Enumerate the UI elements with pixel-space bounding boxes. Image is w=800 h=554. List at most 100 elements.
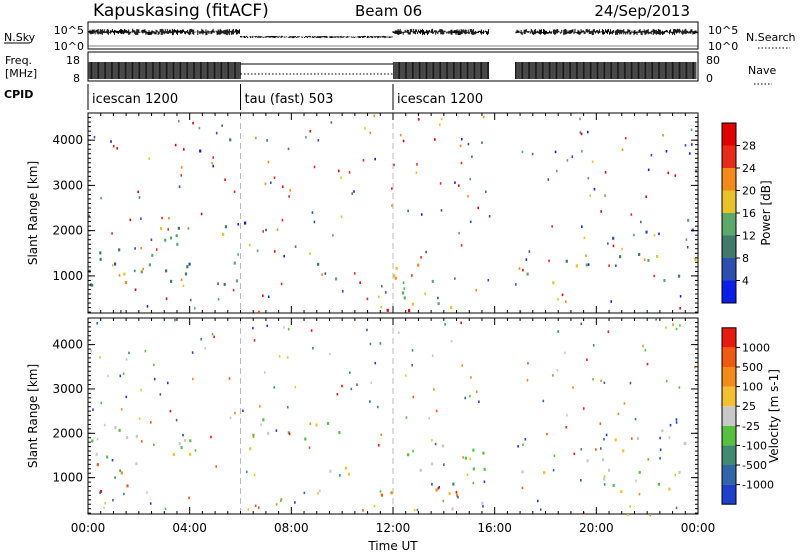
data-cell [125,395,128,399]
data-cell [178,119,180,123]
data-cell [693,365,696,369]
data-cell [603,475,606,478]
data-cell [247,508,250,511]
data-cell [104,501,107,505]
data-cell [592,344,595,347]
data-cell [605,433,608,437]
noise-left-tick-bottom: 10^0 [54,40,84,53]
data-cell [552,374,554,377]
data-cell [402,281,405,284]
data-cell [675,506,678,510]
data-cell [603,437,605,441]
data-cell [638,492,641,496]
data-cell [475,390,478,393]
data-cell [675,327,678,331]
data-cell [646,362,649,366]
data-cell [180,278,183,282]
data-cell [483,480,486,484]
data-cell [138,196,141,199]
data-cell [257,506,260,509]
data-cell [686,246,689,249]
data-cell [643,258,646,261]
velocity-panel-frame [87,317,699,515]
data-cell [379,342,382,345]
data-cell [174,318,176,322]
data-cell [599,422,602,425]
data-cell [460,137,463,141]
data-cell [126,484,129,488]
data-cell [552,281,555,285]
data-cell [175,234,178,238]
data-cell [690,128,693,132]
data-cell [164,238,167,242]
data-cell [633,233,635,237]
data-cell [526,379,529,382]
freq-left-label: Freq. [5,54,32,67]
data-cell [317,139,320,142]
velocity-cpid-guides [240,318,394,514]
data-cell [407,209,409,213]
data-cell [593,187,596,191]
colorbar-swatch [722,190,736,213]
data-cell [217,282,219,285]
data-cell [564,300,567,303]
data-cell [332,234,334,237]
colorbar-swatch [722,258,736,281]
data-cell [369,342,372,346]
data-cell [482,451,485,455]
data-cell [266,139,268,142]
data-cell [264,182,267,185]
data-cell [472,467,475,471]
data-cell [344,466,348,470]
data-cell [353,190,355,193]
data-cell [319,489,321,493]
data-cell [348,171,351,174]
data-cell [566,413,568,417]
data-cell [442,499,445,503]
data-cell [146,305,149,308]
data-cell [110,140,112,143]
data-cell [565,259,568,263]
data-cell [431,483,433,486]
data-cell [378,444,380,447]
data-cell [178,185,181,188]
colorbar-tick-label: 1000 [742,341,770,354]
data-cell [452,482,455,486]
data-cell [100,401,103,405]
data-cell [255,136,257,140]
data-cell [636,436,640,440]
data-cell [211,161,213,165]
data-cell [224,178,226,181]
data-cell [153,443,155,447]
data-cell [280,498,283,501]
data-cell [649,513,652,517]
data-cell [262,418,265,422]
data-cell [402,139,405,143]
y-tick-label: 1000 [52,471,83,485]
data-cell [521,470,524,474]
data-cell [260,423,262,426]
data-cell [99,356,101,359]
data-cell [522,268,524,272]
data-cell [103,423,106,427]
data-cell [444,323,446,326]
colorbar-tick-label: 25 [742,400,756,413]
colorbar-swatch [722,347,736,367]
data-cell [602,477,606,481]
data-cell [93,135,96,139]
data-cell [399,133,402,137]
colorbar-swatch [722,386,736,407]
data-cell [369,400,371,403]
data-cell [595,448,597,451]
data-cell [571,155,574,158]
data-cell [430,462,434,466]
data-cell [542,399,545,403]
data-cell [439,182,442,185]
data-cell [254,504,257,508]
data-cell [288,432,291,436]
data-cell [198,126,201,130]
data-cell [283,326,285,329]
data-cell [553,454,556,457]
data-cell [674,174,677,177]
data-cell [679,324,681,327]
